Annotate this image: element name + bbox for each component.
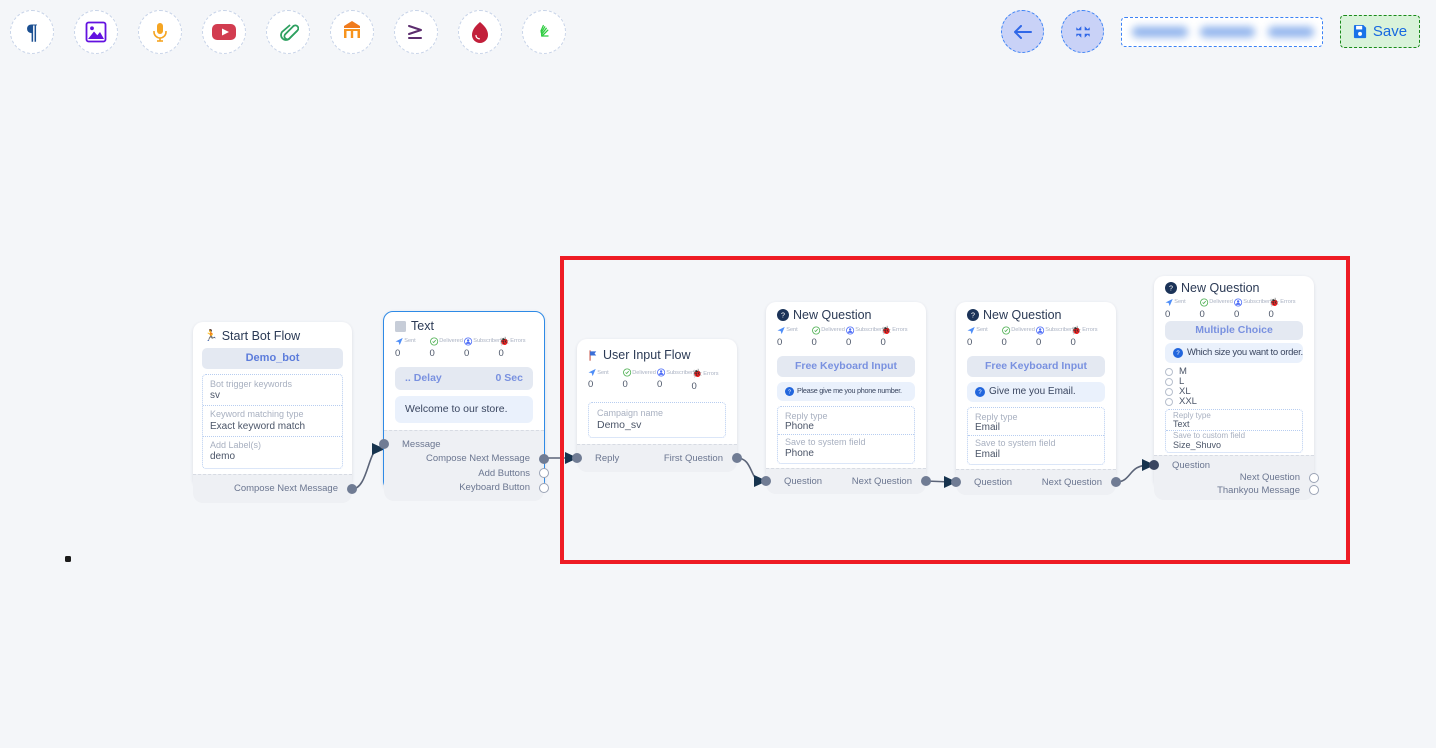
svg-text:?: ? (1169, 285, 1173, 293)
svg-text:?: ? (788, 389, 791, 395)
svg-text:?: ? (971, 312, 975, 320)
svg-text:?: ? (781, 312, 785, 320)
